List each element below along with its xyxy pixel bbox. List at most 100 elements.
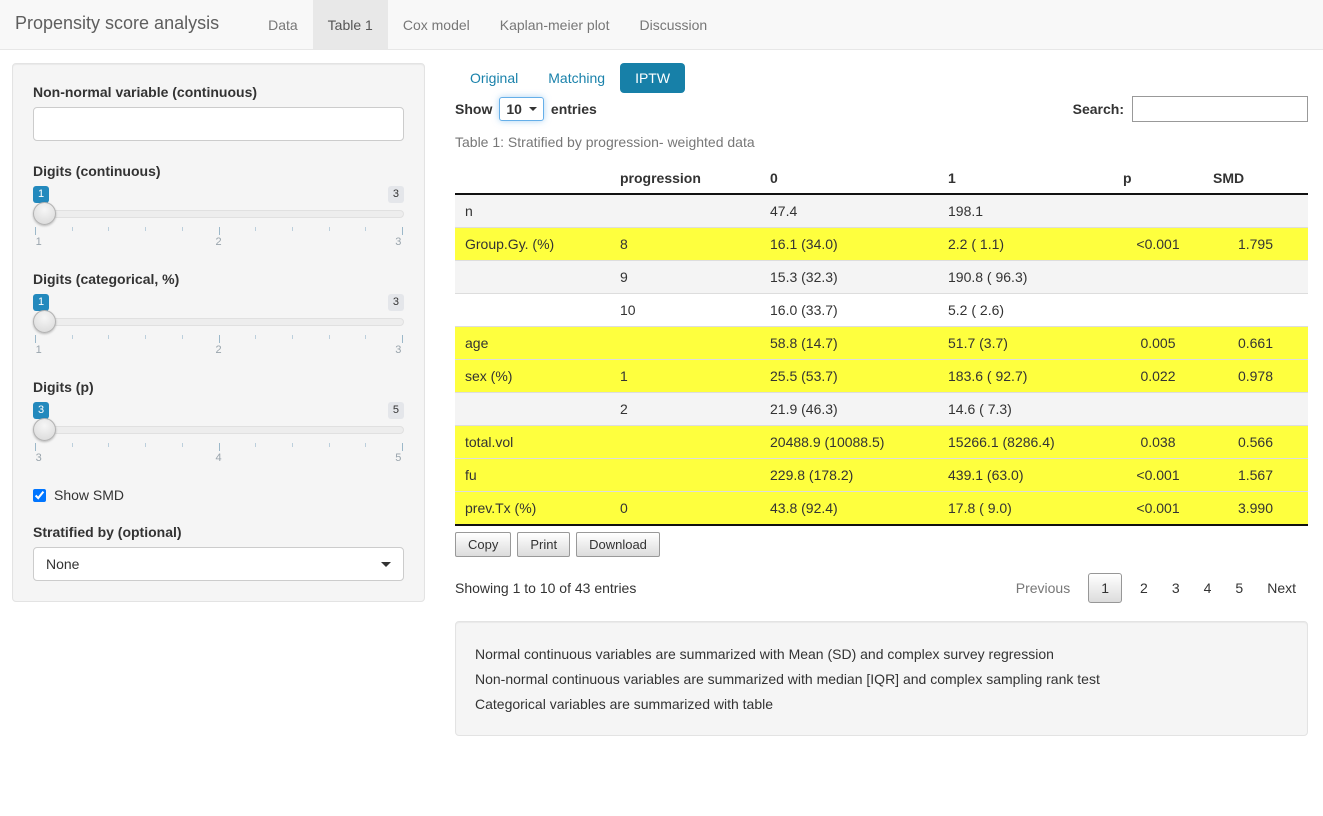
table-row[interactable]: 9 15.3 (32.3) 190.8 ( 96.3): [455, 260, 1308, 294]
table-cell: [1203, 293, 1308, 327]
slider-tick: [218, 443, 220, 451]
page-button-1[interactable]: 1: [1088, 573, 1123, 603]
table-cell: prev.Tx (%): [455, 491, 610, 526]
nav-tab-discussion[interactable]: Discussion: [639, 17, 708, 33]
chevron-down-icon: [528, 107, 537, 111]
slider-track[interactable]: [33, 426, 404, 434]
table-cell: n: [465, 203, 473, 219]
slider-tick: [402, 335, 403, 343]
table-cell: total.vol: [455, 425, 610, 459]
table-cell: 21.9 (46.3): [760, 392, 938, 426]
copy-button[interactable]: Copy: [455, 532, 512, 557]
slider-tick: [255, 443, 257, 447]
nonnormal-variable-input[interactable]: [33, 107, 404, 141]
show-smd-row[interactable]: Show SMD: [33, 487, 404, 503]
table-row[interactable]: age 58.8 (14.7) 51.7 (3.7) 0.005 0.661: [455, 326, 1308, 360]
slider-grid: 1 2 3: [35, 335, 403, 356]
table-row[interactable]: total.vol 20488.9 (10088.5) 15266.1 (8286.…: [455, 425, 1308, 459]
table-search: Search:: [1073, 96, 1308, 122]
next-page-button[interactable]: Next: [1267, 580, 1296, 596]
slider-digits-continuous: Digits (continuous) 1 3 1 2 3: [33, 163, 404, 248]
table-cell: 17.8 ( 9.0): [938, 491, 1113, 526]
show-smd-label: Show SMD: [54, 487, 125, 503]
tab-matching[interactable]: Matching: [548, 70, 606, 86]
tab-original[interactable]: Original: [470, 70, 519, 86]
page-button-5[interactable]: 5: [1235, 580, 1244, 596]
slider-tick: [402, 443, 403, 451]
table-row[interactable]: n 47.4 198.1: [455, 194, 1308, 228]
slider-handle[interactable]: [33, 418, 56, 441]
slider-handle[interactable]: [33, 310, 56, 333]
slider-track[interactable]: [33, 210, 404, 218]
export-buttons: Copy Print Download: [455, 532, 1308, 557]
entries-select[interactable]: 10: [499, 97, 544, 121]
column-header-1[interactable]: 1: [938, 163, 1113, 195]
table-row[interactable]: 2 21.9 (46.3) 14.6 ( 7.3): [455, 392, 1308, 426]
slider-tick: [145, 227, 147, 231]
table-row[interactable]: 10 16.0 (33.7) 5.2 ( 2.6): [455, 293, 1308, 327]
slider-value-badge: 1: [33, 294, 50, 311]
slider-tick-label: 1: [35, 236, 42, 248]
table-cell: 8: [610, 227, 760, 261]
table-cell: <0.001: [1113, 227, 1203, 261]
slider-tick: [328, 443, 330, 447]
table-cell: [610, 425, 760, 459]
table-row[interactable]: fu 229.8 (178.2) 439.1 (63.0) <0.001 1.567: [455, 458, 1308, 492]
column-header-p[interactable]: p: [1113, 163, 1203, 195]
table-cell: 10: [610, 293, 760, 327]
page-button-2[interactable]: 2: [1140, 580, 1148, 596]
footnote-line: Non-normal continuous variables are summ…: [475, 670, 1100, 687]
slider-track[interactable]: [33, 318, 404, 326]
table-cell: 0.661: [1203, 326, 1308, 360]
print-button[interactable]: Print: [517, 532, 571, 557]
table-cell: 25.5 (53.7): [760, 359, 938, 393]
table-cell: 0.022: [1113, 359, 1203, 393]
slider-grid: 3 4 5: [35, 443, 403, 464]
download-button[interactable]: Download: [576, 532, 660, 557]
column-header-rowname[interactable]: [455, 163, 610, 195]
previous-page-button[interactable]: Previous: [1015, 580, 1071, 596]
table-cell: 1: [610, 359, 760, 393]
chevron-down-icon: [381, 561, 391, 567]
nav-tab-kaplan-meier[interactable]: Kaplan-meier plot: [499, 17, 610, 33]
table-cell: 3.990: [1203, 491, 1308, 526]
table-cell: 439.1 (63.0): [938, 458, 1113, 492]
nav-tab-cox-model[interactable]: Cox model: [402, 17, 470, 33]
tab-iptw[interactable]: IPTW: [620, 63, 686, 93]
column-header-0[interactable]: 0: [760, 163, 938, 195]
table-cell: fu: [455, 458, 610, 492]
slider-tick: [145, 443, 147, 447]
slider-handle[interactable]: [33, 202, 56, 225]
table-cell: 1.567: [1203, 458, 1308, 492]
slider-tick: [291, 227, 293, 231]
search-input[interactable]: [1132, 96, 1308, 122]
table-cell: 2: [610, 392, 760, 426]
slider-max-badge: 5: [387, 402, 404, 419]
slider-tick: [35, 443, 36, 451]
table-row[interactable]: prev.Tx (%) 0 43.8 (92.4) 17.8 ( 9.0) <0.001…: [455, 491, 1308, 526]
nav-tab-table1[interactable]: Table 1: [312, 0, 388, 49]
slider-tick-label: 4: [215, 452, 222, 464]
navbar: Propensity score analysis Data Table 1 C…: [0, 0, 1323, 50]
page-button-3[interactable]: 3: [1171, 580, 1180, 596]
table-cell: 183.6 ( 92.7): [938, 359, 1113, 393]
table-row[interactable]: sex (%) 1 25.5 (53.7) 183.6 ( 92.7) 0.022 0.9…: [455, 359, 1308, 393]
table-cell: 43.8 (92.4): [760, 491, 938, 526]
nav-tab-data[interactable]: Data: [268, 17, 298, 33]
table-cell: 51.7 (3.7): [938, 326, 1113, 360]
slider-value-badge: 1: [33, 186, 50, 203]
page-button-4[interactable]: 4: [1203, 580, 1212, 596]
column-header-progression[interactable]: progression: [610, 163, 760, 195]
slider-tick: [181, 443, 183, 447]
column-header-smd[interactable]: SMD: [1203, 163, 1308, 195]
table-row[interactable]: Group.Gy. (%) 8 16.1 (34.0) 2.2 ( 1.1) <0.00…: [455, 227, 1308, 261]
slider-tick: [328, 335, 330, 339]
slider-tick: [108, 443, 110, 447]
stratified-by-select[interactable]: None: [33, 547, 404, 581]
table-footer: Showing 1 to 10 of 43 entries Previous 1…: [455, 573, 1308, 603]
entries-info: Showing 1 to 10 of 43 entries: [455, 580, 637, 596]
footnote-line: Normal continuous variables are summariz…: [475, 645, 1054, 662]
entries-label: entries: [550, 101, 597, 117]
show-smd-checkbox[interactable]: [33, 488, 46, 502]
table-cell: 58.8 (14.7): [760, 326, 938, 360]
